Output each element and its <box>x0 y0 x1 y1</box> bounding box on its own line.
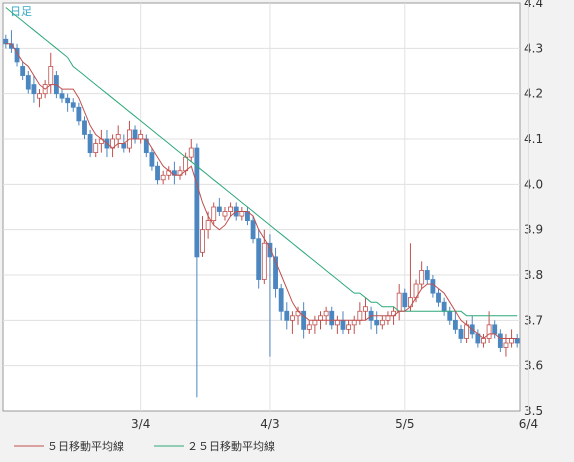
candle-down <box>121 143 127 149</box>
candle-down <box>402 292 408 308</box>
candle-down <box>492 324 498 335</box>
x-tick-label: 6/4 <box>519 417 538 431</box>
candle-up <box>509 338 514 344</box>
candle-down <box>267 242 273 258</box>
y-tick-label: 4.0 <box>524 177 543 191</box>
candle-up <box>486 324 492 339</box>
y-tick-label: 3.8 <box>524 268 543 282</box>
candle-down <box>430 279 436 294</box>
ma25-line <box>5 7 518 317</box>
candle-down <box>87 134 93 153</box>
candle-up <box>289 315 295 321</box>
candle-down <box>441 301 447 312</box>
y-tick-label: 3.9 <box>524 223 543 237</box>
x-tick-label: 5/5 <box>395 417 414 431</box>
candle-up <box>239 211 245 217</box>
y-tick-label: 4.4 <box>524 0 543 10</box>
candle-up <box>318 315 323 321</box>
candle-up <box>138 134 144 140</box>
candle-down <box>155 165 160 181</box>
candle-up <box>37 93 42 99</box>
candle-down <box>70 102 76 108</box>
period-label: 日足 <box>10 5 32 18</box>
candle-up <box>205 220 211 231</box>
y-tick-label: 3.6 <box>524 359 543 373</box>
candle-up <box>464 324 470 339</box>
candle-down <box>59 93 65 99</box>
candle-up <box>407 297 413 308</box>
plot-area <box>2 2 521 412</box>
candle-down <box>458 328 464 339</box>
candle-up <box>261 242 267 280</box>
y-tick-label: 3.7 <box>524 313 543 327</box>
candle-up <box>48 66 54 86</box>
candle-up <box>379 319 385 326</box>
candle-down <box>250 220 256 240</box>
candle-up <box>396 292 402 312</box>
legend-label: ５日移動平均線 <box>47 439 124 453</box>
candle-down <box>278 288 284 312</box>
candle-down <box>82 120 87 135</box>
candle-down <box>3 38 9 45</box>
candle-down <box>447 310 453 321</box>
candle-down <box>132 129 138 140</box>
candle-down <box>25 75 31 90</box>
candle-up <box>312 319 318 326</box>
candle-up <box>93 143 99 154</box>
candle-down <box>76 106 82 122</box>
candle-up <box>160 174 166 181</box>
candle-up <box>115 134 121 140</box>
candle-up <box>228 206 234 212</box>
ma5-line <box>5 43 518 340</box>
candle-up <box>503 342 509 348</box>
candle-up <box>183 156 189 172</box>
candle-down <box>436 292 441 303</box>
candle-down <box>340 319 346 330</box>
candle-down <box>284 310 290 321</box>
x-tick-label: 4/3 <box>260 417 279 431</box>
y-tick-label: 4.1 <box>524 132 543 146</box>
candle-up <box>222 211 228 217</box>
candle-up <box>481 338 486 344</box>
candle-up <box>188 147 194 158</box>
candle-up <box>419 270 425 285</box>
candle-down <box>497 333 503 348</box>
candle-down <box>194 147 200 258</box>
candle-up <box>306 324 312 330</box>
candle-up <box>211 206 217 222</box>
y-tick-label: 3.5 <box>524 404 543 418</box>
candle-down <box>374 319 380 326</box>
candle-down <box>20 66 26 76</box>
candle-up <box>334 319 340 326</box>
candle-up <box>323 310 329 317</box>
candle-down <box>273 256 278 290</box>
candle-down <box>149 152 155 167</box>
candle-up <box>200 229 205 253</box>
candle-down <box>31 84 37 95</box>
candle-up <box>351 319 357 326</box>
candle-up <box>363 306 368 312</box>
y-tick-label: 4.3 <box>524 41 543 55</box>
candle-down <box>65 97 71 104</box>
legend-label: ２５日移動平均線 <box>187 439 275 453</box>
candle-down <box>14 47 20 63</box>
candle-down <box>329 310 335 326</box>
candle-down <box>301 310 307 330</box>
legend-area <box>0 438 574 462</box>
candle-up <box>357 310 363 321</box>
candle-down <box>424 270 430 280</box>
candle-down <box>452 319 458 330</box>
candle-down <box>216 206 222 212</box>
y-tick-label: 4.2 <box>524 87 543 101</box>
x-tick-label: 3/4 <box>131 417 150 431</box>
candle-up <box>385 315 391 321</box>
candle-up <box>346 324 352 330</box>
candle-down <box>514 338 520 344</box>
candle-down <box>256 238 262 280</box>
